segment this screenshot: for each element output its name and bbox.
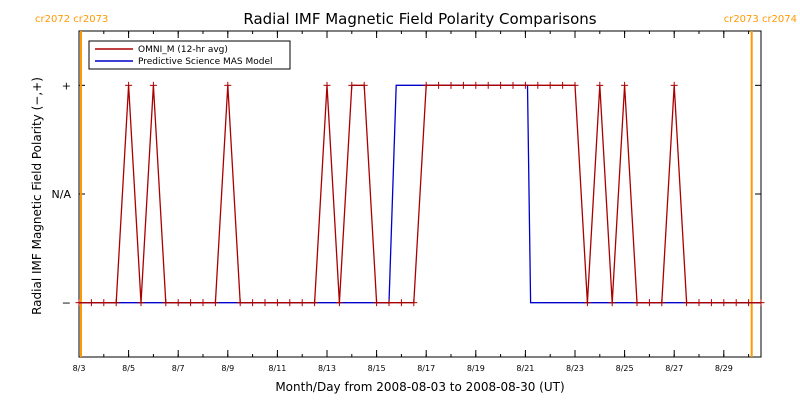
x-tick-label: 8/29 xyxy=(715,364,733,373)
x-tick-label: 8/17 xyxy=(417,364,435,373)
data-point xyxy=(273,299,281,307)
data-point xyxy=(137,299,145,307)
data-point xyxy=(583,299,591,307)
data-point xyxy=(608,299,616,307)
x-tick-label: 8/23 xyxy=(566,364,584,373)
data-point xyxy=(125,81,133,89)
data-point xyxy=(521,81,529,89)
data-point xyxy=(596,81,604,89)
data-point xyxy=(534,81,542,89)
data-point xyxy=(670,81,678,89)
data-point xyxy=(745,299,753,307)
data-point xyxy=(546,81,554,89)
data-point xyxy=(422,81,430,89)
x-tick-label: 8/25 xyxy=(616,364,634,373)
series-layer xyxy=(75,81,765,307)
data-point xyxy=(459,81,467,89)
data-point xyxy=(360,81,368,89)
data-point xyxy=(323,81,331,89)
data-point xyxy=(211,299,219,307)
data-point xyxy=(658,299,666,307)
data-point xyxy=(559,81,567,89)
x-tick-label: 8/21 xyxy=(516,364,534,373)
data-point xyxy=(100,299,108,307)
series-line xyxy=(79,84,761,304)
data-point xyxy=(373,299,381,307)
legend: OMNI_M (12-hr avg) Predictive Science MA… xyxy=(88,40,291,70)
data-point xyxy=(75,299,83,307)
data-point xyxy=(286,299,294,307)
data-point xyxy=(249,299,257,307)
data-point xyxy=(757,299,765,307)
data-point xyxy=(311,299,319,307)
carrington-label: cr2073 cr2074 xyxy=(724,14,797,25)
x-tick-label: 8/3 xyxy=(73,364,86,373)
legend-box xyxy=(88,40,291,70)
x-tick-label: 8/19 xyxy=(467,364,485,373)
data-point xyxy=(497,81,505,89)
data-point xyxy=(720,299,728,307)
data-point xyxy=(435,81,443,89)
x-tick-label: 8/9 xyxy=(221,364,234,373)
y-tick-label: N/A xyxy=(52,188,72,201)
y-axis-label: Radial IMF Magnetic Field Polarity (−,+) xyxy=(30,77,44,315)
data-point xyxy=(261,299,269,307)
y-tick-label: + xyxy=(62,79,71,92)
data-point xyxy=(162,299,170,307)
x-axis-label: Month/Day from 2008-08-03 to 2008-08-30 … xyxy=(275,380,564,394)
data-point xyxy=(695,299,703,307)
data-point xyxy=(472,81,480,89)
legend-label-omni: OMNI_M (12-hr avg) xyxy=(138,45,228,55)
data-point xyxy=(87,299,95,307)
data-point xyxy=(348,81,356,89)
data-point xyxy=(174,299,182,307)
chart-title: Radial IMF Magnetic Field Polarity Compa… xyxy=(243,10,596,28)
data-point xyxy=(112,299,120,307)
legend-label-mas: Predictive Science MAS Model xyxy=(138,57,273,67)
x-tick-label: 8/15 xyxy=(368,364,386,373)
data-point xyxy=(732,299,740,307)
data-point xyxy=(447,81,455,89)
data-point xyxy=(484,81,492,89)
carrington-label: cr2072 cr2073 xyxy=(35,14,108,25)
data-point xyxy=(199,299,207,307)
x-tick-label: 8/11 xyxy=(268,364,286,373)
x-tick-label: 8/27 xyxy=(665,364,683,373)
data-point xyxy=(187,299,195,307)
x-tick-label: 8/13 xyxy=(318,364,336,373)
x-tick-label: 8/5 xyxy=(122,364,135,373)
y-tick-label: − xyxy=(62,297,71,310)
data-point xyxy=(335,299,343,307)
x-ticks: 8/3 8/5 8/7 8/9 8/11 8/13 8/15 8/17 8/19 8/21 8/23… xyxy=(73,31,750,373)
data-point xyxy=(683,299,691,307)
data-point xyxy=(571,81,579,89)
data-point xyxy=(236,299,244,307)
data-point xyxy=(633,299,641,307)
data-point xyxy=(509,81,517,89)
y-ticks: + N/A − xyxy=(52,79,761,310)
data-point xyxy=(621,81,629,89)
data-point xyxy=(645,299,653,307)
data-point xyxy=(707,299,715,307)
x-tick-label: 8/7 xyxy=(172,364,185,373)
data-point xyxy=(224,81,232,89)
data-point xyxy=(149,81,157,89)
data-point xyxy=(397,299,405,307)
data-point xyxy=(385,299,393,307)
data-point xyxy=(298,299,306,307)
data-point xyxy=(410,299,418,307)
